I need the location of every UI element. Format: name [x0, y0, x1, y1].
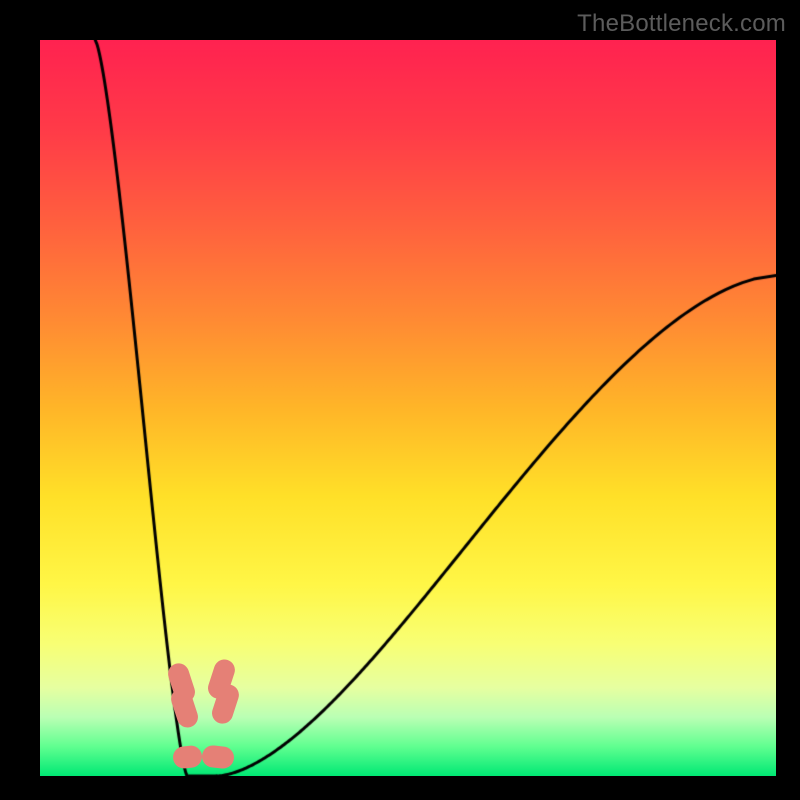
watermark-label: TheBottleneck.com [577, 10, 786, 38]
marker-blob [172, 744, 204, 769]
marker-layer [40, 40, 776, 776]
plot-area [40, 40, 776, 776]
marker-blob [201, 744, 236, 769]
